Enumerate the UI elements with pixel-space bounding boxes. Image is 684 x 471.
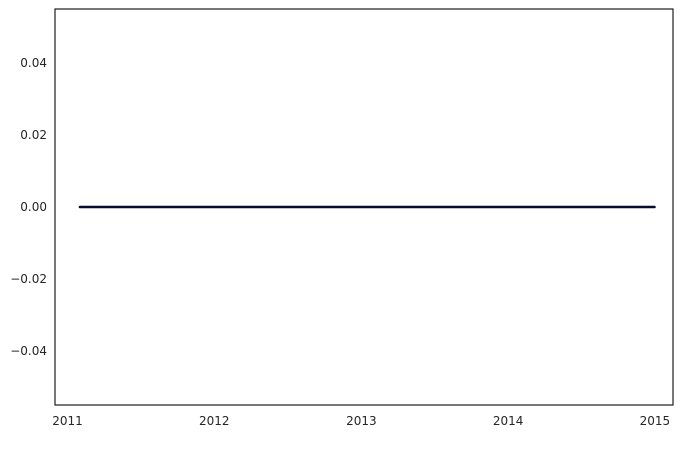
x-tick-label: 2012 [199,414,230,428]
x-tick-label: 2015 [640,414,671,428]
y-tick-label: −0.04 [10,344,47,358]
y-tick-label: −0.02 [10,272,47,286]
y-tick-label: 0.04 [20,56,47,70]
plot-frame [54,8,674,406]
y-tick-label: 0.02 [20,128,47,142]
x-tick-label: 2011 [52,414,83,428]
y-tick-label: 0.00 [20,200,47,214]
x-tick-label: 2013 [346,414,377,428]
tick-labels: −0.04 −0.02 0.00 0.02 0.04 2011 2012 2013 2014 20… [10,56,670,428]
x-tick-label: 2014 [493,414,524,428]
